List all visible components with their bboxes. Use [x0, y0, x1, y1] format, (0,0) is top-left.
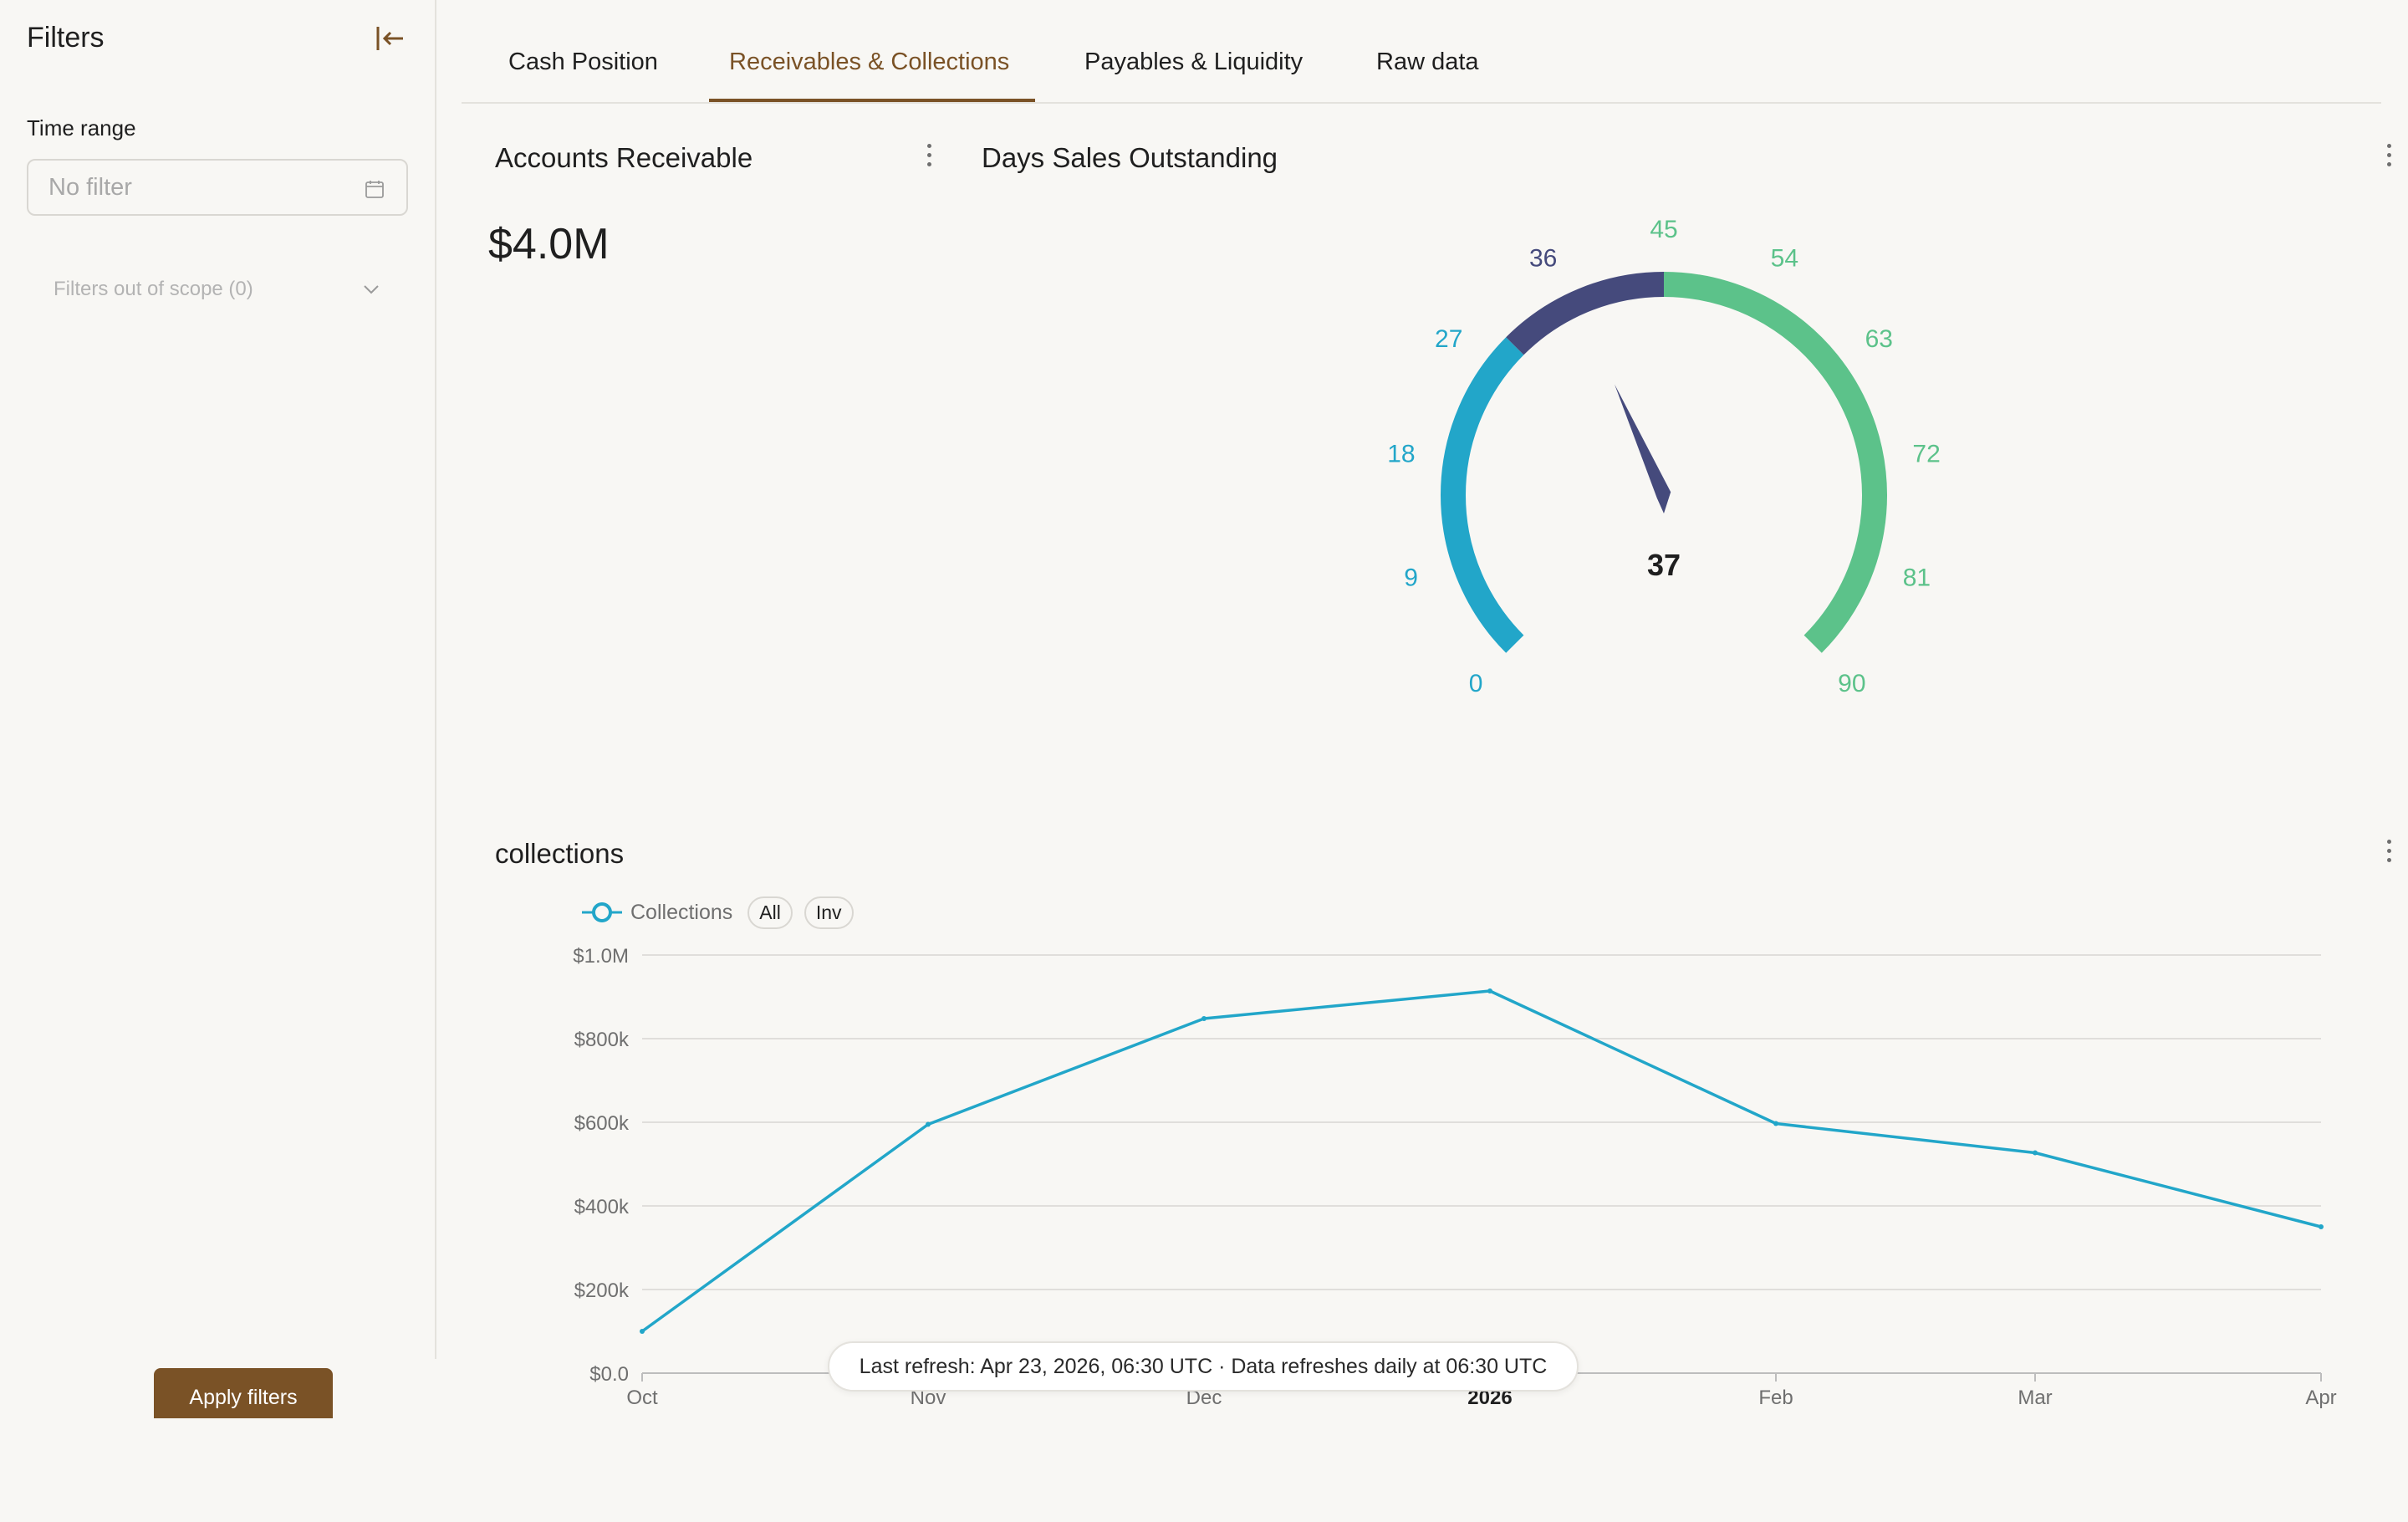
gauge-band-2 [1663, 272, 1887, 653]
data-point[interactable] [640, 1329, 645, 1334]
x-tick-label: Apr [2305, 1387, 2336, 1409]
x-tick-label: Oct [626, 1387, 658, 1409]
sidebar-title: Filters [27, 22, 105, 54]
accounts-receivable-menu-button[interactable] [923, 144, 935, 172]
gauge-tick-label: 45 [1650, 216, 1677, 243]
gauge-tick-label: 36 [1529, 245, 1557, 273]
gauge-tick-label: 27 [1435, 325, 1462, 353]
calendar-icon[interactable] [365, 179, 385, 199]
legend-inv-toggle[interactable]: Inv [804, 896, 854, 929]
dso-gauge-value: 37 [1647, 548, 1681, 582]
last-refresh-notice: Last refresh: Apr 23, 2026, 06:30 UTC · … [828, 1341, 1579, 1392]
time-range-field[interactable] [27, 159, 408, 216]
tab-payables-liquidity[interactable]: Payables & Liquidity [1084, 49, 1303, 75]
time-range-input[interactable] [48, 161, 366, 214]
gauge-tick-label: 0 [1469, 670, 1483, 697]
y-tick-label: $400k [574, 1196, 630, 1218]
y-tick-label: $600k [574, 1112, 630, 1135]
dso-gauge: 37 0 9 18 27 36 45 54 63 72 81 90 [1387, 216, 1941, 697]
collections-series-marker-icon[interactable] [580, 896, 624, 929]
gauge-tick-label: 81 [1903, 564, 1931, 591]
data-point[interactable] [2319, 1224, 2324, 1229]
data-point[interactable] [1201, 1016, 1207, 1021]
tab-raw-data[interactable]: Raw data [1376, 49, 1479, 75]
data-point[interactable] [2033, 1150, 2038, 1156]
gauge-tick-label: 63 [1865, 325, 1893, 353]
apply-filters-button[interactable]: Apply filters [154, 1368, 333, 1418]
dso-title: Days Sales Outstanding [982, 142, 1278, 173]
gauge-tick-label: 18 [1387, 440, 1415, 467]
series-line-collections [640, 989, 2322, 1333]
tab-cash-position[interactable]: Cash Position [508, 49, 658, 75]
dashboard-tabs: Cash Position Receivables & Collections … [462, 0, 2381, 104]
filters-out-of-scope-toggle[interactable]: Filters out of scope (0) [54, 274, 381, 304]
accounts-receivable-title: Accounts Receivable [495, 142, 753, 173]
active-tab-indicator [709, 99, 1035, 102]
bottom-strip [0, 1413, 2408, 1522]
gauge-tick-label: 90 [1838, 670, 1865, 697]
gauge-band-0 [1441, 337, 1524, 653]
legend-all-toggle[interactable]: All [747, 896, 793, 929]
data-point[interactable] [1773, 1121, 1778, 1126]
gauge-tick-label: 72 [1912, 440, 1940, 467]
collections-title: collections [495, 838, 625, 869]
y-tick-label: $0.0 [589, 1363, 629, 1386]
gauge-band-1 [1506, 272, 1665, 355]
time-range-label: Time range [27, 115, 136, 140]
gauge-needle [1615, 384, 1671, 513]
filters-sidebar: Filters Time range Filters out of scope … [0, 0, 436, 1359]
filters-out-of-scope-label: Filters out of scope (0) [54, 278, 253, 300]
y-tick-label: $200k [574, 1279, 630, 1302]
gauge-tick-label: 9 [1404, 564, 1418, 591]
data-point[interactable] [1487, 988, 1492, 993]
legend-collections-label[interactable]: Collections [630, 900, 733, 924]
dso-menu-button[interactable] [2383, 144, 2395, 172]
chevron-down-icon [364, 285, 379, 294]
gauge-tick-label: 54 [1771, 245, 1798, 273]
y-tick-label: $800k [574, 1029, 630, 1051]
x-tick-label: Mar [2018, 1387, 2052, 1409]
data-point[interactable] [926, 1121, 931, 1127]
collections-legend: Collections All Inv [580, 895, 865, 930]
collapse-sidebar-button[interactable] [373, 23, 406, 54]
y-tick-label: $1.0M [573, 945, 629, 968]
x-tick-label: Feb [1758, 1387, 1793, 1409]
accounts-receivable-value: $4.0M [488, 220, 610, 268]
tab-receivables-collections[interactable]: Receivables & Collections [729, 49, 1010, 75]
collapse-left-icon [376, 27, 403, 50]
collections-menu-button[interactable] [2383, 840, 2395, 868]
